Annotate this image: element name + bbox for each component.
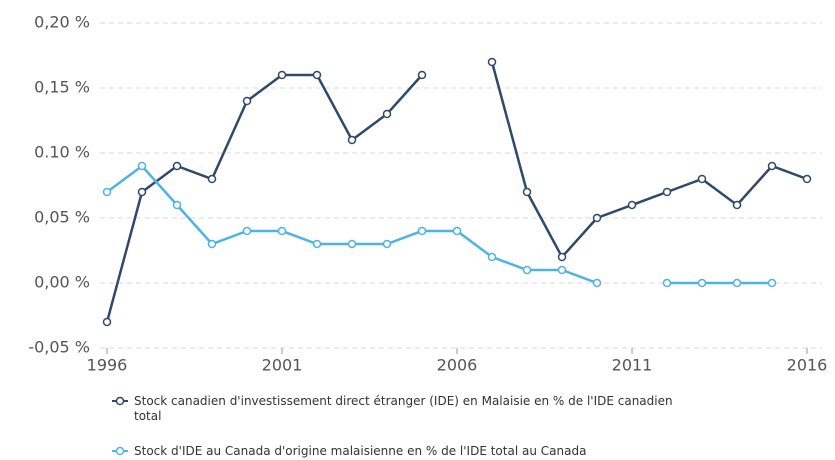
data-point — [767, 278, 777, 288]
x-tick-label: 2016 — [787, 356, 828, 375]
data-point — [242, 226, 252, 236]
x-tick-label: 2011 — [612, 356, 653, 375]
data-point — [732, 278, 742, 288]
y-tick-label: 0,00 % — [34, 273, 90, 292]
data-point — [592, 213, 602, 223]
x-tick-label: 2001 — [262, 356, 303, 375]
data-point — [347, 135, 357, 145]
data-point — [207, 239, 217, 249]
y-tick-label: 0,05 % — [34, 208, 90, 227]
data-point — [522, 187, 532, 197]
data-point — [277, 70, 287, 80]
data-point — [627, 200, 637, 210]
x-tick-label: 1996 — [87, 356, 128, 375]
data-point — [417, 226, 427, 236]
legend-label: Stock d'IDE au Canada d'origine malaisie… — [134, 444, 587, 458]
data-point — [102, 187, 112, 197]
data-point — [417, 70, 427, 80]
data-point — [382, 239, 392, 249]
data-point — [102, 317, 112, 327]
data-point — [767, 161, 777, 171]
legend-marker — [115, 396, 125, 406]
legend-marker — [115, 446, 125, 456]
data-point — [312, 239, 322, 249]
data-point — [662, 187, 672, 197]
data-point — [172, 200, 182, 210]
data-point — [242, 96, 252, 106]
data-point — [522, 265, 532, 275]
data-point — [592, 278, 602, 288]
data-point — [732, 200, 742, 210]
data-point — [487, 252, 497, 262]
data-point — [277, 226, 287, 236]
data-point — [347, 239, 357, 249]
data-point — [137, 161, 147, 171]
data-point — [382, 109, 392, 119]
y-tick-label: 0,20 % — [34, 13, 90, 32]
data-point — [452, 226, 462, 236]
y-tick-label: -0,05 % — [28, 338, 90, 357]
data-point — [802, 174, 812, 184]
y-tick-label: 0,15 % — [34, 78, 90, 97]
legend-icon — [112, 446, 128, 456]
data-point — [137, 187, 147, 197]
data-point — [312, 70, 322, 80]
data-point — [662, 278, 672, 288]
legend-item[interactable]: Stock canadien d'investissement direct é… — [112, 394, 692, 424]
series-line — [490, 61, 808, 260]
data-point — [557, 252, 567, 262]
data-point — [207, 174, 217, 184]
data-point — [697, 174, 707, 184]
y-tick-label: 0.10 % — [34, 143, 90, 162]
x-tick-label: 2006 — [437, 356, 478, 375]
data-point — [487, 57, 497, 67]
data-point — [172, 161, 182, 171]
legend-item[interactable]: Stock d'IDE au Canada d'origine malaisie… — [112, 444, 692, 459]
data-point — [557, 265, 567, 275]
data-point — [697, 278, 707, 288]
series-line — [105, 73, 423, 323]
legend-label: Stock canadien d'investissement direct é… — [134, 394, 673, 423]
chart: -0,05 % 0,00 % 0,05 % 0.10 % 0,15 % 0,20 % 199… — [28, 13, 828, 375]
legend-icon — [112, 396, 128, 406]
